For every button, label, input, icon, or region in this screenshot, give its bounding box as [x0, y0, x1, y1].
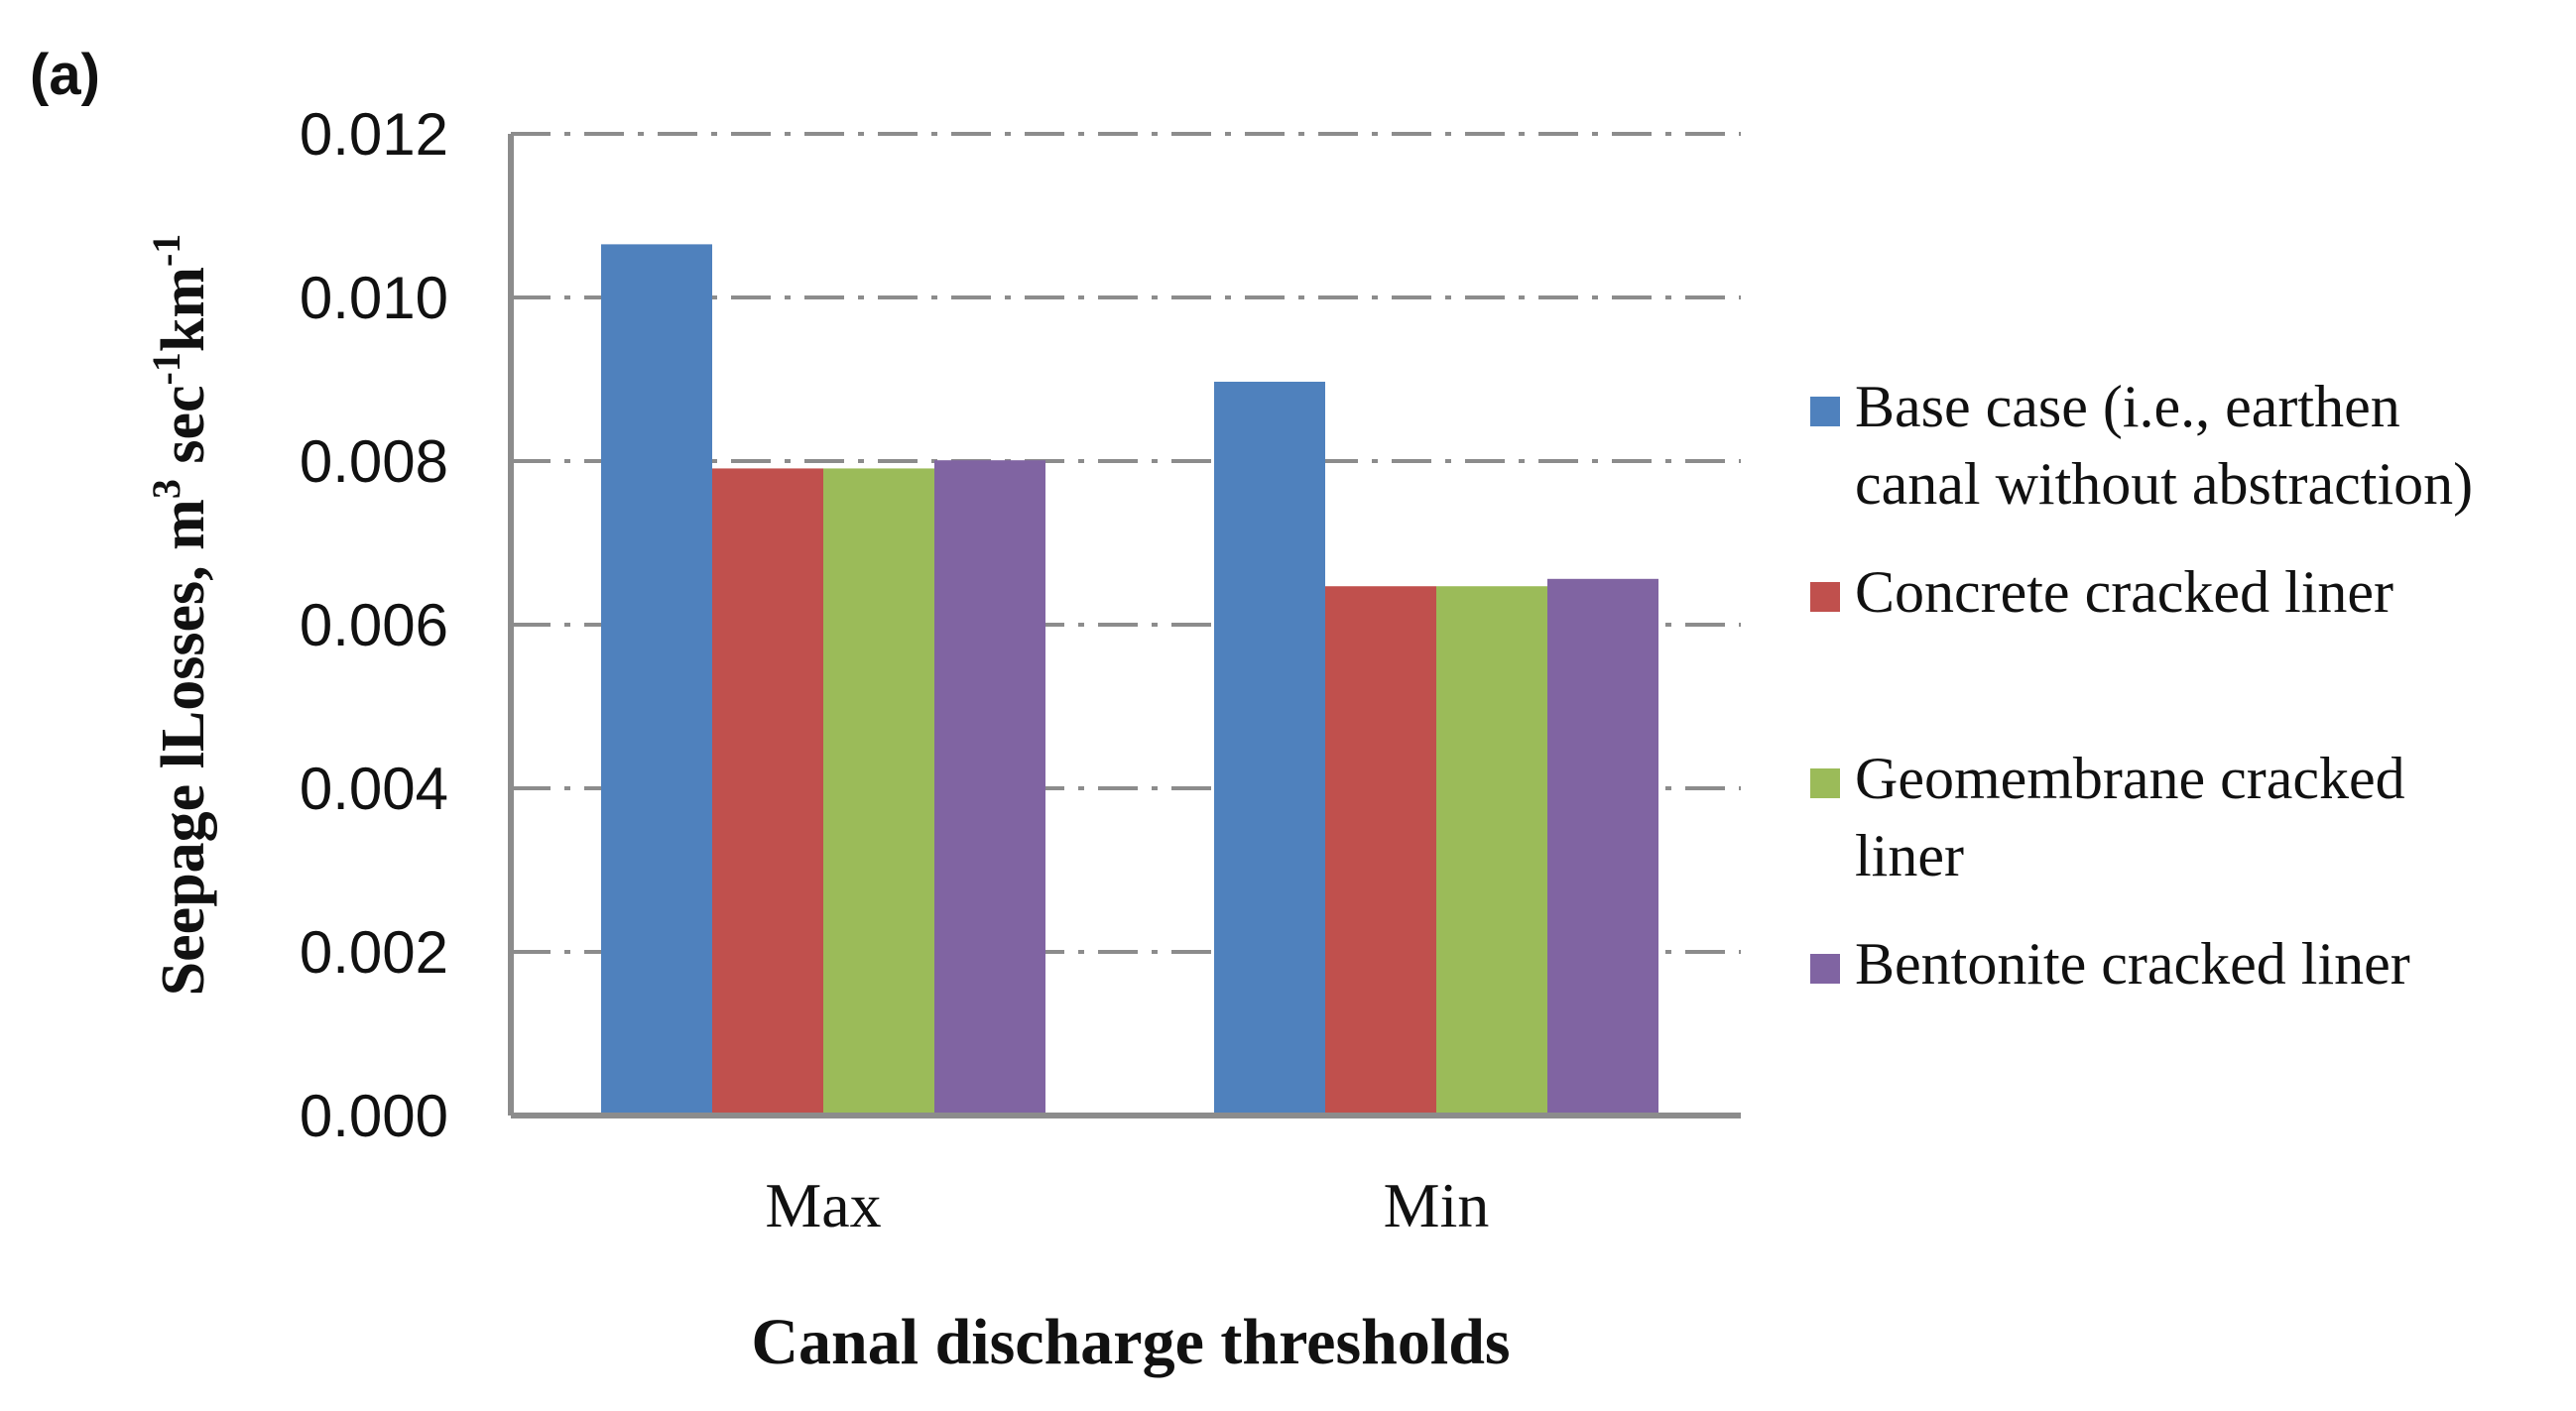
- y-axis-title-sup3: -1: [144, 234, 188, 267]
- legend-swatch: [1810, 397, 1840, 426]
- legend-label: Geomembrane cracked: [1855, 746, 2405, 811]
- y-tick-label: 0.008: [300, 428, 448, 495]
- legend-label: liner: [1855, 823, 1964, 888]
- legend-label: Concrete cracked liner: [1855, 559, 2393, 625]
- bar-min-series-1: [1214, 381, 1325, 1117]
- legend-entry: Concrete cracked liner: [1810, 559, 2393, 625]
- y-tick-label: 0.000: [300, 1083, 448, 1149]
- bar-max-series-2: [712, 468, 823, 1116]
- panel-label: (a): [30, 43, 100, 107]
- legend-entry: Bentonite cracked liner: [1810, 931, 2410, 997]
- y-tick-label: 0.004: [300, 756, 448, 822]
- legend-label: canal without abstraction): [1855, 451, 2473, 517]
- y-tick-label: 0.006: [300, 592, 448, 658]
- bar-min-series-3: [1436, 586, 1547, 1116]
- bar-min-series-4: [1547, 578, 1658, 1116]
- y-axis-title-mid1: sec: [150, 385, 217, 479]
- bar-min-series-2: [1325, 586, 1436, 1116]
- y-axis-title-mid2: km: [150, 267, 217, 352]
- legend-entry: Geomembrane cracked liner: [1810, 746, 2405, 888]
- y-tick-label: 0.010: [300, 265, 448, 331]
- legend-entry: Base case (i.e., earthen canal without ab…: [1810, 374, 2473, 517]
- y-axis-title-main: Seepage lLosses, m: [150, 499, 217, 996]
- y-tick-labels: 0.000 0.002 0.004 0.006 0.008 0.010 0.012: [300, 101, 448, 1149]
- y-axis-title-sup2: -1: [144, 352, 188, 385]
- legend-label: Base case (i.e., earthen: [1855, 374, 2400, 439]
- y-axis-title-sup1: 3: [144, 479, 188, 499]
- legend-swatch: [1810, 582, 1840, 612]
- bar-max-series-3: [823, 468, 934, 1116]
- legend-label: Bentonite cracked liner: [1855, 931, 2410, 997]
- y-tick-label: 0.002: [300, 919, 448, 986]
- bar-max-series-4: [934, 460, 1045, 1116]
- x-axis-title: Canal discharge thresholds: [751, 1306, 1510, 1378]
- legend-swatch: [1810, 954, 1840, 984]
- y-axis-title: Seepage lLosses, m3 sec-1km-1: [144, 234, 217, 997]
- bar-max-series-1: [601, 244, 712, 1116]
- x-category-label: Max: [765, 1170, 881, 1240]
- bars: [601, 244, 1658, 1117]
- x-category-labels: Max Min: [765, 1170, 1489, 1240]
- x-category-label: Min: [1384, 1170, 1490, 1240]
- y-tick-label: 0.012: [300, 101, 448, 168]
- legend-swatch: [1810, 768, 1840, 798]
- legend: Base case (i.e., earthen canal without ab…: [1810, 374, 2473, 997]
